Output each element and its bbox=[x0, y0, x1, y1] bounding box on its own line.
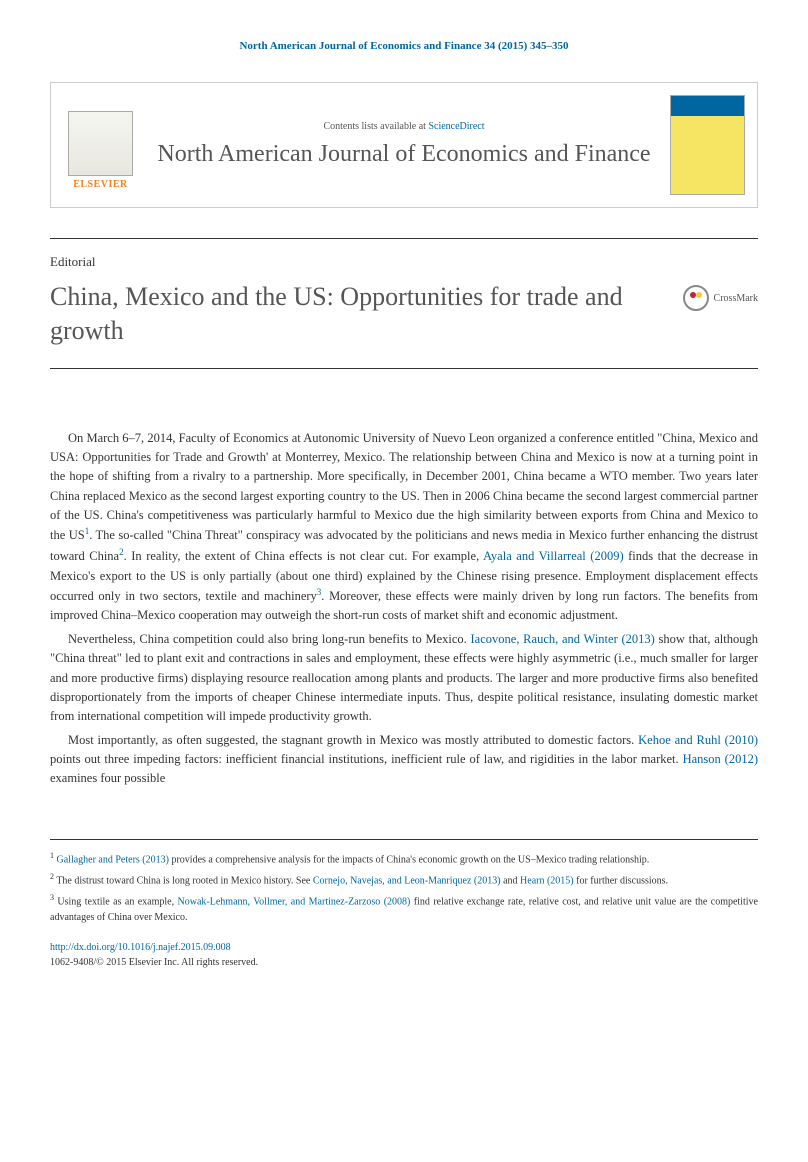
paragraph-3: Most importantly, as often suggested, th… bbox=[50, 731, 758, 789]
elsevier-tree-icon bbox=[68, 111, 133, 176]
crossmark-badge[interactable]: CrossMark bbox=[683, 285, 758, 311]
contents-text: Contents lists available at bbox=[323, 121, 428, 132]
footnote-1: 1 Gallagher and Peters (2013) provides a… bbox=[50, 850, 758, 867]
footnote-3: 3 Using textile as an example, Nowak-Leh… bbox=[50, 892, 758, 924]
footnote-text: Using textile as an example, bbox=[54, 897, 178, 908]
doi-link[interactable]: http://dx.doi.org/10.1016/j.najef.2015.0… bbox=[50, 940, 758, 955]
footnote-number: 1 bbox=[50, 851, 54, 860]
citation-link[interactable]: Hearn (2015) bbox=[520, 875, 574, 886]
sciencedirect-link[interactable]: ScienceDirect bbox=[428, 121, 484, 132]
citation-link[interactable]: Iacovone, Rauch, and Winter (2013) bbox=[471, 632, 655, 646]
contents-line: Contents lists available at ScienceDirec… bbox=[153, 121, 655, 132]
crossmark-icon bbox=[683, 285, 709, 311]
p2-text: Nevertheless, China competition could al… bbox=[68, 632, 471, 646]
footnote-text: The distrust toward China is long rooted… bbox=[54, 875, 313, 886]
paragraph-1: On March 6–7, 2014, Faculty of Economics… bbox=[50, 429, 758, 626]
p1-text: On March 6–7, 2014, Faculty of Economics… bbox=[50, 431, 758, 543]
page-footer: http://dx.doi.org/10.1016/j.najef.2015.0… bbox=[50, 940, 758, 970]
elsevier-logo: ELSEVIER bbox=[63, 100, 138, 190]
journal-center: Contents lists available at ScienceDirec… bbox=[153, 121, 655, 169]
article-title: China, Mexico and the US: Opportunities … bbox=[50, 280, 663, 348]
footnotes-section: 1 Gallagher and Peters (2013) provides a… bbox=[50, 839, 758, 925]
citation-link[interactable]: Ayala and Villarreal (2009) bbox=[483, 549, 624, 563]
citation-link[interactable]: Kehoe and Ruhl (2010) bbox=[638, 733, 758, 747]
elsevier-label: ELSEVIER bbox=[73, 179, 128, 190]
journal-info-box: ELSEVIER Contents lists available at Sci… bbox=[50, 82, 758, 208]
citation-link[interactable]: Hanson (2012) bbox=[683, 752, 758, 766]
citation-link[interactable]: Nowak-Lehmann, Vollmer, and Martinez-Zar… bbox=[178, 897, 411, 908]
editorial-label: Editorial bbox=[50, 238, 758, 270]
header-citation: North American Journal of Economics and … bbox=[50, 40, 758, 52]
footnote-2: 2 The distrust toward China is long root… bbox=[50, 871, 758, 888]
p1-text: . In reality, the extent of China effect… bbox=[124, 549, 483, 563]
journal-cover-thumbnail bbox=[670, 95, 745, 195]
footnote-text: and bbox=[501, 875, 520, 886]
journal-title: North American Journal of Economics and … bbox=[153, 140, 655, 169]
crossmark-text: CrossMark bbox=[714, 293, 758, 304]
p3-text: Most importantly, as often suggested, th… bbox=[68, 733, 638, 747]
citation-link[interactable]: Gallagher and Peters (2013) bbox=[57, 854, 169, 865]
footnote-text: provides a comprehensive analysis for th… bbox=[169, 854, 649, 865]
citation-link[interactable]: Cornejo, Navejas, and Leon-Manriquez (20… bbox=[313, 875, 501, 886]
article-header: China, Mexico and the US: Opportunities … bbox=[50, 280, 758, 369]
p3-text: examines four possible bbox=[50, 771, 165, 785]
paragraph-2: Nevertheless, China competition could al… bbox=[50, 630, 758, 727]
footnote-text: for further discussions. bbox=[574, 875, 668, 886]
copyright-text: 1062-9408/© 2015 Elsevier Inc. All right… bbox=[50, 955, 758, 970]
p3-text: points out three impeding factors: ineff… bbox=[50, 752, 683, 766]
